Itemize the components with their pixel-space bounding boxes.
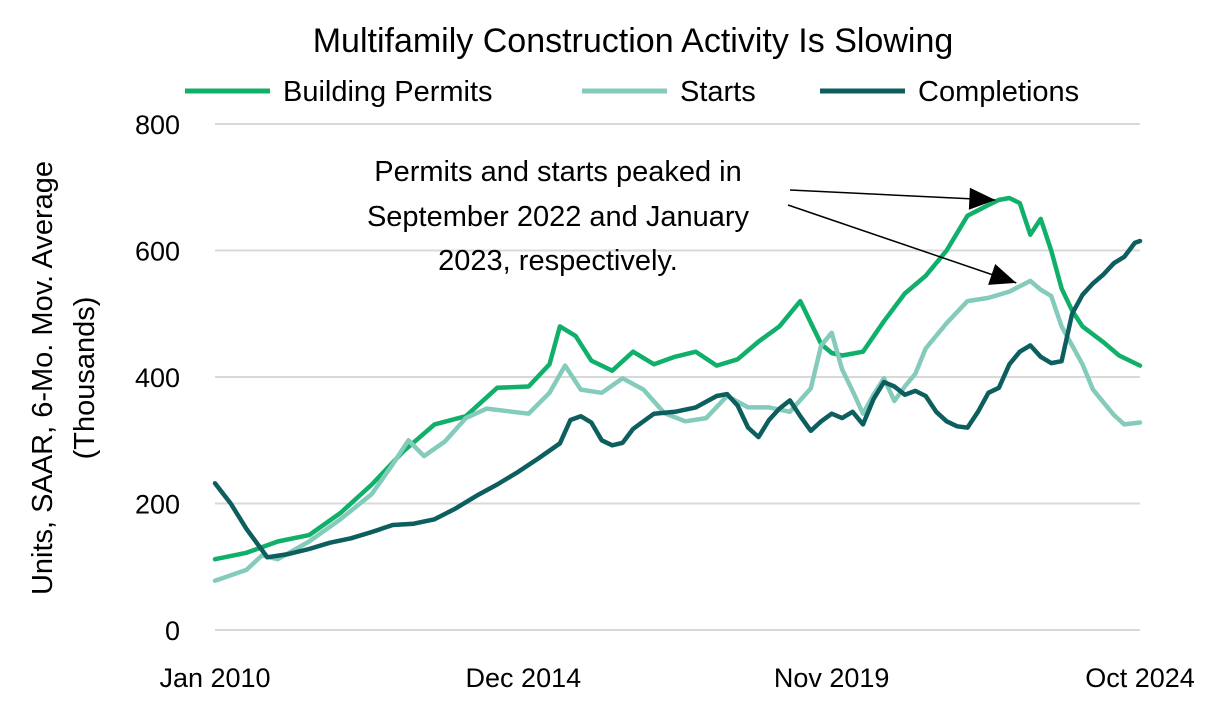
y-axis-ticks: 0 200 400 600 800: [135, 110, 180, 646]
annotation-arrowhead: [988, 264, 1017, 285]
y-tick-label: 400: [135, 363, 180, 393]
series-line-starts: [212, 278, 1143, 583]
annotation-arrow-line: [787, 204, 1017, 284]
legend-label-starts: Starts: [680, 76, 756, 108]
annotation-line-1: Permits and starts peaked in: [374, 156, 742, 188]
series-line-building-permits: [212, 195, 1143, 562]
annotation-line-3: 2023, respectively.: [438, 245, 678, 277]
x-tick-label: Nov 2019: [774, 663, 890, 693]
series-line-completions: [212, 238, 1143, 560]
chart-title: Multifamily Construction Activity Is Slo…: [313, 22, 954, 60]
annotation-line-2: September 2022 and January: [367, 201, 750, 233]
y-tick-label: 600: [135, 237, 180, 267]
grid: [215, 123, 1140, 631]
series-lines: [212, 195, 1143, 583]
legend-label-building-permits: Building Permits: [283, 76, 493, 108]
annotation-arrows: [787, 187, 1017, 285]
x-tick-label: Jan 2010: [159, 663, 270, 693]
legend-label-completions: Completions: [918, 76, 1079, 108]
legend: Building Permits Starts Completions: [185, 76, 1079, 108]
x-tick-label: Oct 2024: [1085, 663, 1195, 693]
annotation-arrowhead: [968, 187, 996, 210]
y-axis-label-line1: Units, SAAR, 6-Mo. Mov. Average: [27, 161, 59, 595]
annotation: Permits and starts peaked in September 2…: [367, 156, 1017, 285]
annotation-arrow-line: [789, 189, 996, 201]
x-axis-ticks: Jan 2010 Dec 2014 Nov 2019 Oct 2024: [159, 663, 1194, 693]
y-tick-label: 800: [135, 110, 180, 140]
y-axis-label-line2: (Thousands): [69, 297, 101, 460]
x-tick-label: Dec 2014: [466, 663, 582, 693]
y-tick-label: 0: [165, 616, 180, 646]
y-tick-label: 200: [135, 490, 180, 520]
